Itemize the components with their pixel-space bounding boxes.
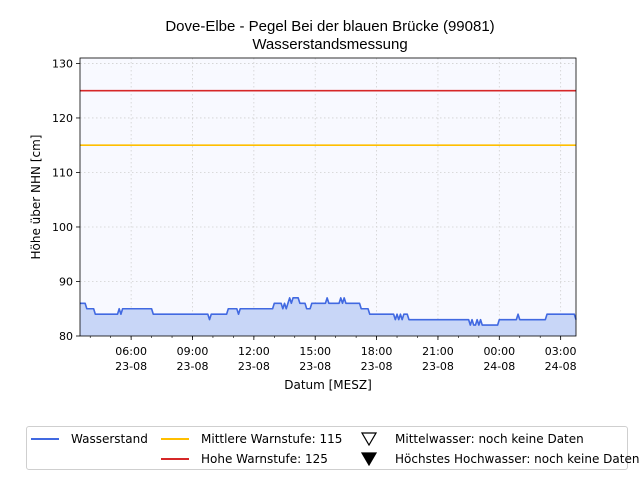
x-tick-label-time: 06:00 — [115, 345, 147, 358]
series-area-wasserstand — [80, 297, 576, 336]
x-tick-label-time: 21:00 — [422, 345, 454, 358]
legend-swatch-wasserstand — [31, 438, 59, 440]
x-axis-label: Datum [MESZ] — [284, 378, 372, 392]
x-tick-label-time: 03:00 — [545, 345, 577, 358]
x-tick-label-date: 23-08 — [361, 360, 393, 373]
legend-label-mittlere-warnstufe: Mittlere Warnstufe: 115 — [201, 432, 343, 446]
x-tick-label-date: 23-08 — [422, 360, 454, 373]
x-axis: 06:00 23-08 09:00 23-08 12:00 23-08 15:00 23-08… — [89, 336, 577, 373]
legend-label-mittelwasser: Mittelwasser: noch keine Daten — [395, 432, 584, 446]
x-tick-label-date: 23-08 — [177, 360, 209, 373]
x-tick-label-date: 23-08 — [115, 360, 147, 373]
legend-label-wasserstand: Wasserstand — [71, 432, 148, 446]
series-layer — [80, 297, 577, 336]
x-tick-label-time: 12:00 — [238, 345, 270, 358]
chart-title: Dove-Elbe - Pegel Bei der blauen Brücke … — [165, 18, 494, 35]
y-axis: 80 90 100 110 120 130 — [52, 57, 80, 343]
y-tick-label: 90 — [59, 275, 73, 288]
threshold-lines — [80, 89, 576, 147]
legend-swatch-mittlere-warnstufe — [161, 438, 189, 440]
triangle-down-outline-icon — [361, 432, 377, 446]
y-tick-label: 100 — [52, 221, 73, 234]
legend: Wasserstand Mittlere Warnstufe: 115 Hohe… — [26, 426, 639, 470]
y-tick-label: 120 — [52, 112, 73, 125]
x-tick-label-time: 15:00 — [299, 345, 331, 358]
series-line-wasserstand — [80, 297, 577, 326]
x-tick-label-date: 24-08 — [483, 360, 515, 373]
y-tick-label: 80 — [59, 330, 73, 343]
y-tick-label: 110 — [52, 166, 73, 179]
plot-frame — [79, 57, 577, 337]
legend-label-hohe-warnstufe: Hohe Warnstufe: 125 — [201, 452, 328, 466]
y-axis-label: Höhe über NHN [cm] — [29, 135, 43, 260]
chart-subtitle: Wasserstandsmessung — [252, 36, 407, 53]
legend-label-hoechstes-hochwasser: Höchstes Hochwasser: noch keine Daten — [395, 452, 640, 466]
x-tick-label-date: 24-08 — [545, 360, 577, 373]
x-tick-label-date: 23-08 — [299, 360, 331, 373]
legend-swatch-hohe-warnstufe — [161, 458, 189, 460]
x-tick-label-time: 09:00 — [177, 345, 209, 358]
x-tick-label-date: 23-08 — [238, 360, 270, 373]
grid-lines — [80, 58, 576, 336]
x-tick-label-time: 18:00 — [361, 345, 393, 358]
x-tick-label-time: 00:00 — [483, 345, 515, 358]
triangle-down-filled-icon — [361, 452, 377, 466]
plot-area — [80, 58, 576, 336]
y-tick-label: 130 — [52, 57, 73, 70]
